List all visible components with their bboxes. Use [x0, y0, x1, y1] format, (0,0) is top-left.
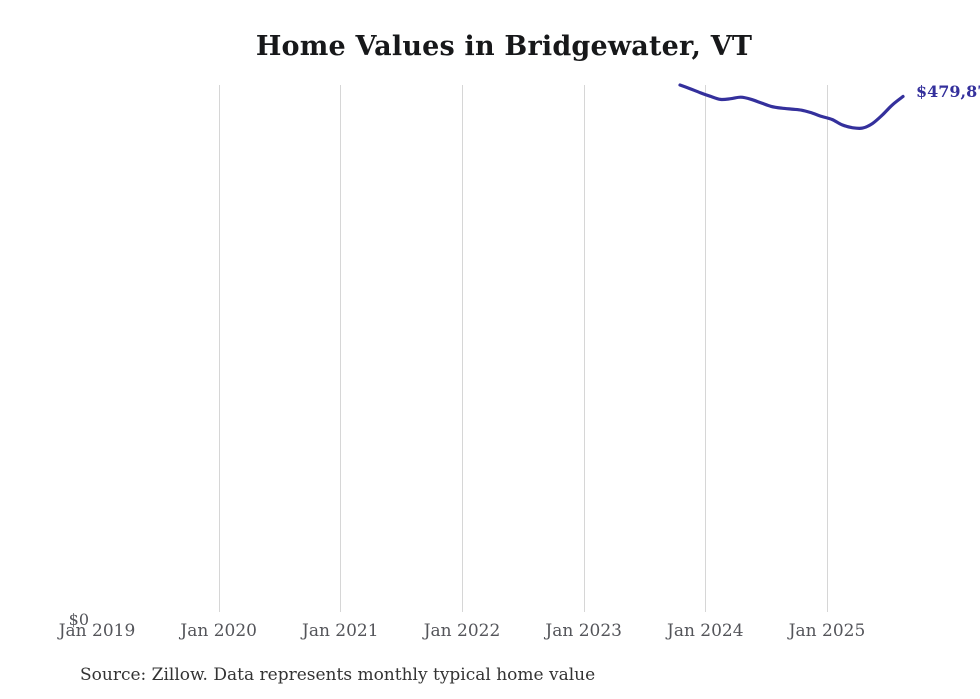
gridline-jan-2025	[827, 85, 828, 612]
x-tick-label: Jan 2020	[180, 621, 257, 641]
x-tick-label: Jan 2023	[545, 621, 622, 641]
gridline-jan-2024	[705, 85, 707, 612]
chart-title: Home Values in Bridgewater, VT	[255, 31, 753, 62]
x-tick-label: Jan 2024	[667, 621, 744, 641]
x-tick-label: Jan 2025	[788, 621, 866, 641]
x-tick-label: Jan 2022	[423, 621, 501, 641]
gridline-jan-2020	[218, 85, 220, 612]
line-series-path	[678, 83, 905, 131]
gridline-jan-2021	[340, 85, 342, 612]
source-note: Source: Zillow. Data represents monthly …	[80, 665, 596, 685]
x-tick-label: Jan 2021	[302, 621, 379, 641]
gridline-jan-2023	[583, 85, 585, 612]
gridline-jan-2022	[462, 85, 463, 612]
latest-value-label: $479,875	[916, 82, 980, 101]
x-tick-label: Jan 2019	[58, 621, 136, 641]
y-tick-label-zero: $0	[68, 610, 89, 629]
